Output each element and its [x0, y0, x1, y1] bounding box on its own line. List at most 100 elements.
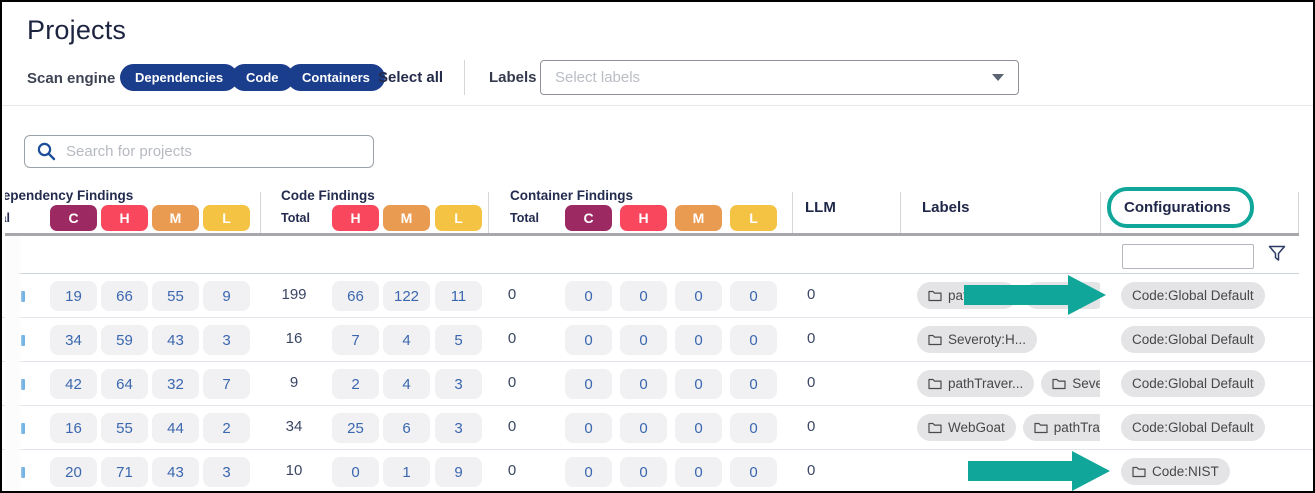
container-high-count[interactable]: 0	[620, 413, 667, 443]
code-medium-count[interactable]: 4	[383, 369, 430, 399]
llm-count: 0	[807, 418, 816, 435]
configuration-chip[interactable]: Code:NIST	[1121, 458, 1230, 485]
table-row[interactable]: 1655442342563000000WebGoatpathTraver..Co…	[2, 406, 1313, 450]
scan-engine-dependencies-toggle[interactable]: Dependencies	[120, 64, 239, 91]
container-low-count[interactable]: 0	[730, 281, 777, 311]
container-medium-header[interactable]: M	[675, 205, 722, 231]
dependency-low-count[interactable]: 7	[203, 369, 250, 399]
code-total-count: 9	[289, 374, 299, 391]
code-medium-count[interactable]: 4	[383, 325, 430, 355]
container-medium-count[interactable]: 0	[675, 413, 722, 443]
container-high-count[interactable]: 0	[620, 457, 667, 487]
container-high-count[interactable]: 0	[620, 369, 667, 399]
dependency-total-header: Total	[5, 211, 10, 225]
column-divider	[900, 192, 901, 233]
container-critical-count[interactable]: 0	[565, 325, 612, 355]
code-high-count[interactable]: 66	[332, 281, 379, 311]
select-all-link[interactable]: Select all	[378, 69, 444, 86]
scan-engine-code-toggle[interactable]: Code	[231, 64, 294, 91]
code-low-count[interactable]: 3	[435, 413, 482, 443]
label-chip[interactable]: Severoty	[1041, 370, 1100, 397]
container-critical-count[interactable]: 0	[565, 457, 612, 487]
code-total-count: 16	[285, 330, 303, 347]
dependency-medium-count[interactable]: 55	[152, 281, 199, 311]
dependency-critical-count[interactable]: 42	[50, 369, 97, 399]
dependency-medium-count[interactable]: 32	[152, 369, 199, 399]
dependency-critical-count[interactable]: 34	[50, 325, 97, 355]
search-input[interactable]	[66, 143, 361, 160]
container-high-count[interactable]: 0	[620, 281, 667, 311]
label-chip[interactable]: WebGoat	[917, 414, 1016, 441]
dependency-low-header[interactable]: L	[203, 205, 250, 231]
configuration-chip[interactable]: Code:Global Default	[1121, 414, 1265, 441]
dependency-high-count[interactable]: 66	[101, 281, 148, 311]
llm-count: 0	[807, 462, 816, 479]
code-low-count[interactable]: 3	[435, 369, 482, 399]
label-chip[interactable]: Severoty:H...	[917, 326, 1038, 353]
labels-select-dropdown[interactable]: Select labels	[540, 60, 1019, 95]
code-medium-count[interactable]: 6	[383, 413, 430, 443]
container-medium-count[interactable]: 0	[675, 369, 722, 399]
container-low-count[interactable]: 0	[730, 325, 777, 355]
code-low-count[interactable]: 9	[435, 457, 482, 487]
code-low-count[interactable]: 11	[435, 281, 482, 311]
table-row[interactable]: 19 66 55 9 199 66 122 11 0 0 0 0 0 0 path Code:Global D…	[2, 274, 1313, 318]
code-high-count[interactable]: 2	[332, 369, 379, 399]
annotation-arrow-row1	[964, 275, 1106, 315]
label-chip-text: pathTraver...	[948, 376, 1024, 391]
container-critical-count[interactable]: 0	[565, 281, 612, 311]
configuration-chip-text: Code:Global Default	[1132, 376, 1254, 391]
configuration-chip[interactable]: Code:Global Default	[1121, 326, 1265, 353]
code-high-count[interactable]: 0	[332, 457, 379, 487]
code-low-count[interactable]: 5	[435, 325, 482, 355]
label-chip[interactable]: pathTraver..	[1022, 414, 1100, 441]
table-row[interactable]: 20 71 43 3 10 0 1 9 0 0 0 0 0 0 Code:NIST	[2, 450, 1313, 491]
code-medium-header[interactable]: M	[383, 205, 430, 231]
dependency-critical-count[interactable]: 16	[50, 413, 97, 443]
container-medium-count[interactable]: 0	[675, 325, 722, 355]
code-high-header[interactable]: H	[332, 205, 379, 231]
container-medium-count[interactable]: 0	[675, 281, 722, 311]
configurations-filter-input[interactable]	[1122, 244, 1254, 269]
container-critical-count[interactable]: 0	[565, 369, 612, 399]
container-high-header[interactable]: H	[620, 205, 667, 231]
dependency-low-count[interactable]: 3	[203, 457, 250, 487]
dependency-medium-count[interactable]: 43	[152, 457, 199, 487]
clipped-project-name	[21, 291, 25, 302]
dependency-high-count[interactable]: 59	[101, 325, 148, 355]
label-chip[interactable]: pathTraver...	[917, 370, 1035, 397]
code-medium-count[interactable]: 1	[383, 457, 430, 487]
table-row[interactable]: 42643279243000000pathTraver...SeverotyCo…	[2, 362, 1313, 406]
filter-funnel-icon[interactable]	[1268, 245, 1286, 262]
container-high-count[interactable]: 0	[620, 325, 667, 355]
dependency-high-count[interactable]: 64	[101, 369, 148, 399]
dependency-critical-count[interactable]: 19	[50, 281, 97, 311]
dependency-critical-header[interactable]: C	[50, 205, 97, 231]
container-low-count[interactable]: 0	[730, 457, 777, 487]
container-low-count[interactable]: 0	[730, 413, 777, 443]
scan-engine-containers-toggle[interactable]: Containers	[287, 64, 385, 91]
dependency-low-count[interactable]: 2	[203, 413, 250, 443]
code-medium-count[interactable]: 122	[383, 281, 430, 311]
container-low-header[interactable]: L	[730, 205, 777, 231]
container-medium-count[interactable]: 0	[675, 457, 722, 487]
configuration-chip[interactable]: Code:Global Default	[1121, 282, 1265, 309]
container-critical-header[interactable]: C	[565, 205, 612, 231]
dependency-critical-count[interactable]: 20	[50, 457, 97, 487]
code-high-count[interactable]: 7	[332, 325, 379, 355]
code-high-count[interactable]: 25	[332, 413, 379, 443]
dependency-medium-header[interactable]: M	[152, 205, 199, 231]
llm-count: 0	[807, 286, 816, 303]
dependency-low-count[interactable]: 9	[203, 281, 250, 311]
dependency-high-count[interactable]: 71	[101, 457, 148, 487]
code-low-header[interactable]: L	[435, 205, 482, 231]
dependency-medium-count[interactable]: 43	[152, 325, 199, 355]
dependency-high-count[interactable]: 55	[101, 413, 148, 443]
table-row[interactable]: 34 59 43 3 16 7 4 5 0 0 0 0 0 0 Severoty:H... Code:Glob…	[2, 318, 1313, 362]
dependency-high-header[interactable]: H	[101, 205, 148, 231]
dependency-medium-count[interactable]: 44	[152, 413, 199, 443]
configuration-chip[interactable]: Code:Global Default	[1121, 370, 1265, 397]
container-low-count[interactable]: 0	[730, 369, 777, 399]
dependency-low-count[interactable]: 3	[203, 325, 250, 355]
container-critical-count[interactable]: 0	[565, 413, 612, 443]
